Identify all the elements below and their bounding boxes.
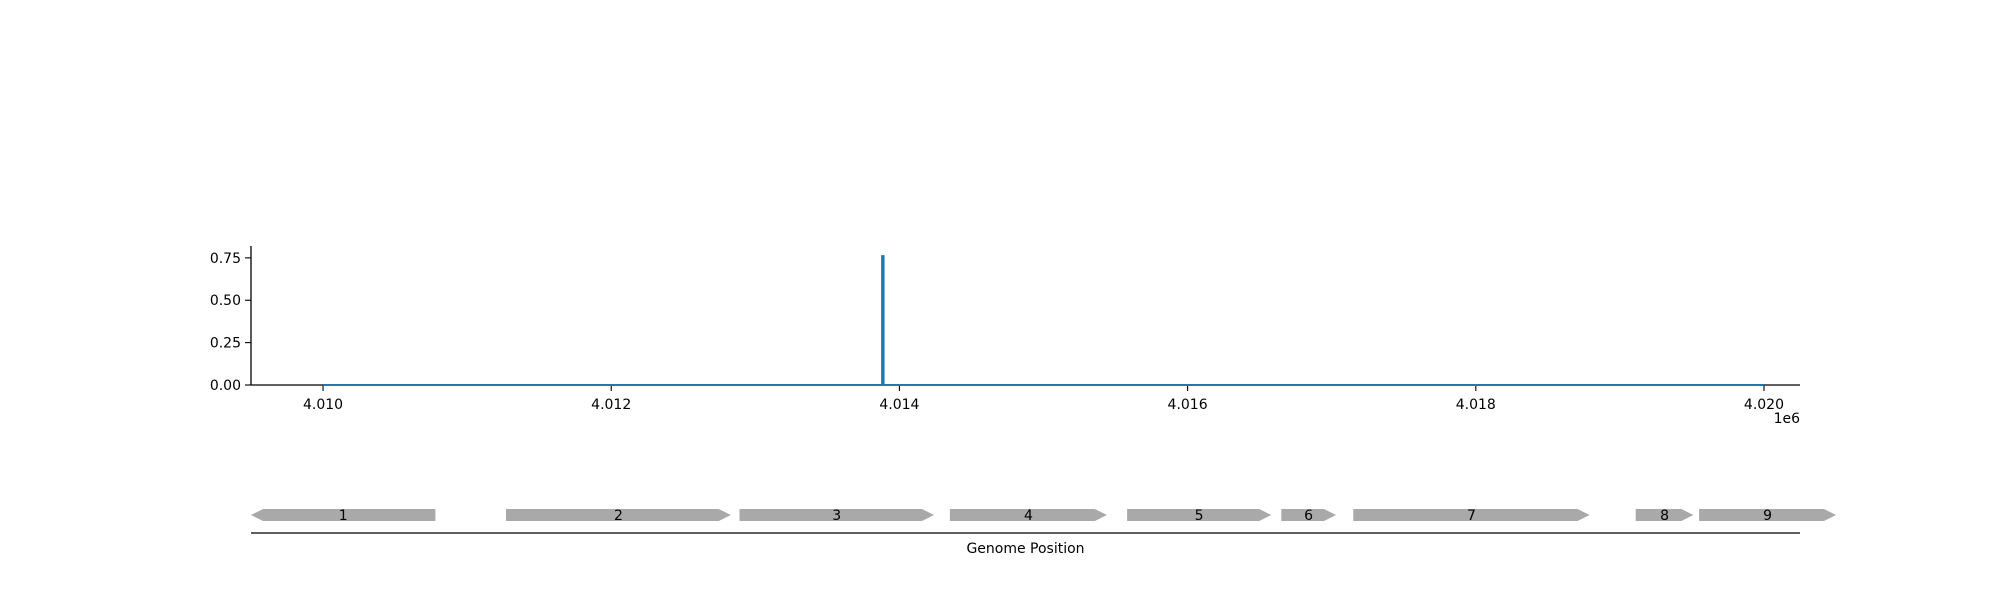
- x-tick-label: 4.010: [303, 397, 343, 413]
- gene-arrow: [1353, 509, 1590, 521]
- gene-arrow: [1127, 509, 1272, 521]
- gene-track: 1 2 3 4 5 6 7 8 9 Genome Position: [251, 508, 1836, 557]
- gene-label: 9: [1763, 508, 1772, 524]
- gene-arrow: [251, 509, 436, 521]
- gene-label: 5: [1195, 508, 1204, 524]
- gene-label: 2: [614, 508, 623, 524]
- x-offset-label: 1e6: [1774, 411, 1801, 427]
- x-tick-label: 4.012: [591, 397, 631, 413]
- gene-arrow: [1281, 509, 1336, 521]
- x-tick-label: 4.014: [879, 397, 919, 413]
- gene-arrow: [506, 509, 731, 521]
- gene-label: 3: [832, 508, 841, 524]
- gene-arrow: [739, 509, 934, 521]
- x-tick-label: 4.016: [1168, 397, 1208, 413]
- gene-label: 6: [1304, 508, 1313, 524]
- series-line: [323, 255, 1764, 386]
- gene-arrow: [1635, 509, 1694, 521]
- y-tick-label: 0.00: [210, 378, 241, 394]
- gene-arrow: [949, 509, 1107, 521]
- x-tick-label: 4.018: [1456, 397, 1496, 413]
- gene-label: 8: [1660, 508, 1669, 524]
- gene-arrow: [1699, 509, 1836, 521]
- y-tick-label: 0.50: [210, 293, 241, 309]
- x-tick-label: 4.020: [1744, 397, 1784, 413]
- coverage-plot: 0.00 0.25 0.50 0.75 4.010 4.012 4.014 4.016 4.01…: [210, 246, 1800, 427]
- gene-label: 1: [339, 508, 348, 524]
- x-axis-label: Genome Position: [966, 541, 1084, 557]
- gene-label: 4: [1024, 508, 1033, 524]
- y-tick-label: 0.75: [210, 251, 241, 267]
- gene-label: 7: [1467, 508, 1476, 524]
- y-tick-label: 0.25: [210, 336, 241, 352]
